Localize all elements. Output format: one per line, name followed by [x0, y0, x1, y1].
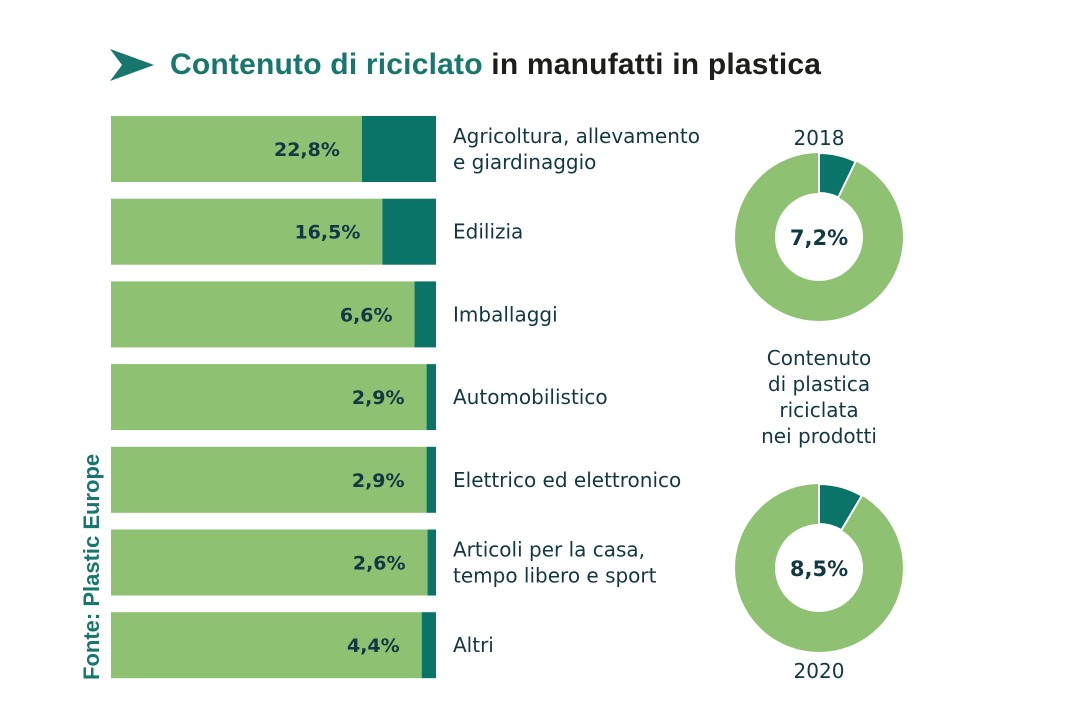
donut-caption-line: nei prodotti: [761, 424, 877, 448]
bar-category-label: tempo libero e sport: [453, 564, 657, 588]
title-accent: Contenuto di riciclato: [170, 48, 483, 81]
bar-remainder: [111, 198, 383, 265]
bar-recycled: [427, 529, 436, 596]
donut-caption-line: Contenuto: [767, 346, 871, 370]
donut-year-label: 2018: [794, 126, 845, 150]
donut-year-label: 2020: [794, 659, 845, 683]
donut-center-label: 7,2%: [790, 226, 848, 250]
bar-value-label: 16,5%: [294, 222, 360, 244]
bar-remainder: [111, 364, 427, 431]
bar-recycled: [382, 198, 436, 265]
source-label: Fonte: Plastic Europe: [79, 453, 104, 680]
donut-recycled-slice: [818, 482, 864, 532]
title-rest: in manufatti in plastica: [491, 48, 822, 81]
bar-remainder: [111, 281, 415, 348]
bar-recycled: [426, 364, 436, 431]
arrowhead-icon: [110, 49, 154, 81]
bar-category-label: Edilizia: [453, 220, 523, 244]
bar-remainder: [111, 446, 427, 513]
donut-recycled-slice: [818, 151, 858, 199]
bar-value-label: 6,6%: [340, 304, 393, 326]
bar-remainder: [111, 612, 422, 679]
bar-value-label: 2,9%: [352, 470, 405, 492]
bar-recycled: [421, 612, 436, 679]
bar-value-label: 22,8%: [274, 139, 340, 161]
bar-remainder: [111, 116, 362, 182]
bar-category-label: Articoli per la casa,: [453, 538, 645, 562]
bar-category-label: Altri: [453, 633, 494, 657]
bar-category-label: Imballaggi: [453, 302, 558, 326]
bar-category-label: Elettrico ed elettronico: [453, 468, 681, 492]
donut-caption-line: riciclata: [779, 398, 858, 422]
bar-value-label: 4,4%: [347, 635, 400, 657]
bar-recycled: [426, 446, 436, 513]
donut-caption-line: di plastica: [768, 372, 870, 396]
bar-value-label: 2,9%: [352, 387, 405, 409]
chart-title: Contenuto di riciclato in manufatti in p…: [110, 40, 821, 90]
bar-category-label: Agricoltura, allevamento: [453, 124, 700, 148]
bar-value-label: 2,6%: [353, 553, 406, 575]
bar-recycled: [361, 116, 436, 182]
donut-center-label: 8,5%: [790, 557, 848, 581]
bar-category-label: Automobilistico: [453, 385, 608, 409]
bar-recycled: [414, 281, 436, 348]
bar-remainder: [111, 529, 428, 596]
bar-category-label: e giardinaggio: [453, 150, 596, 174]
title-text: Contenuto di riciclato in manufatti in p…: [170, 48, 821, 82]
